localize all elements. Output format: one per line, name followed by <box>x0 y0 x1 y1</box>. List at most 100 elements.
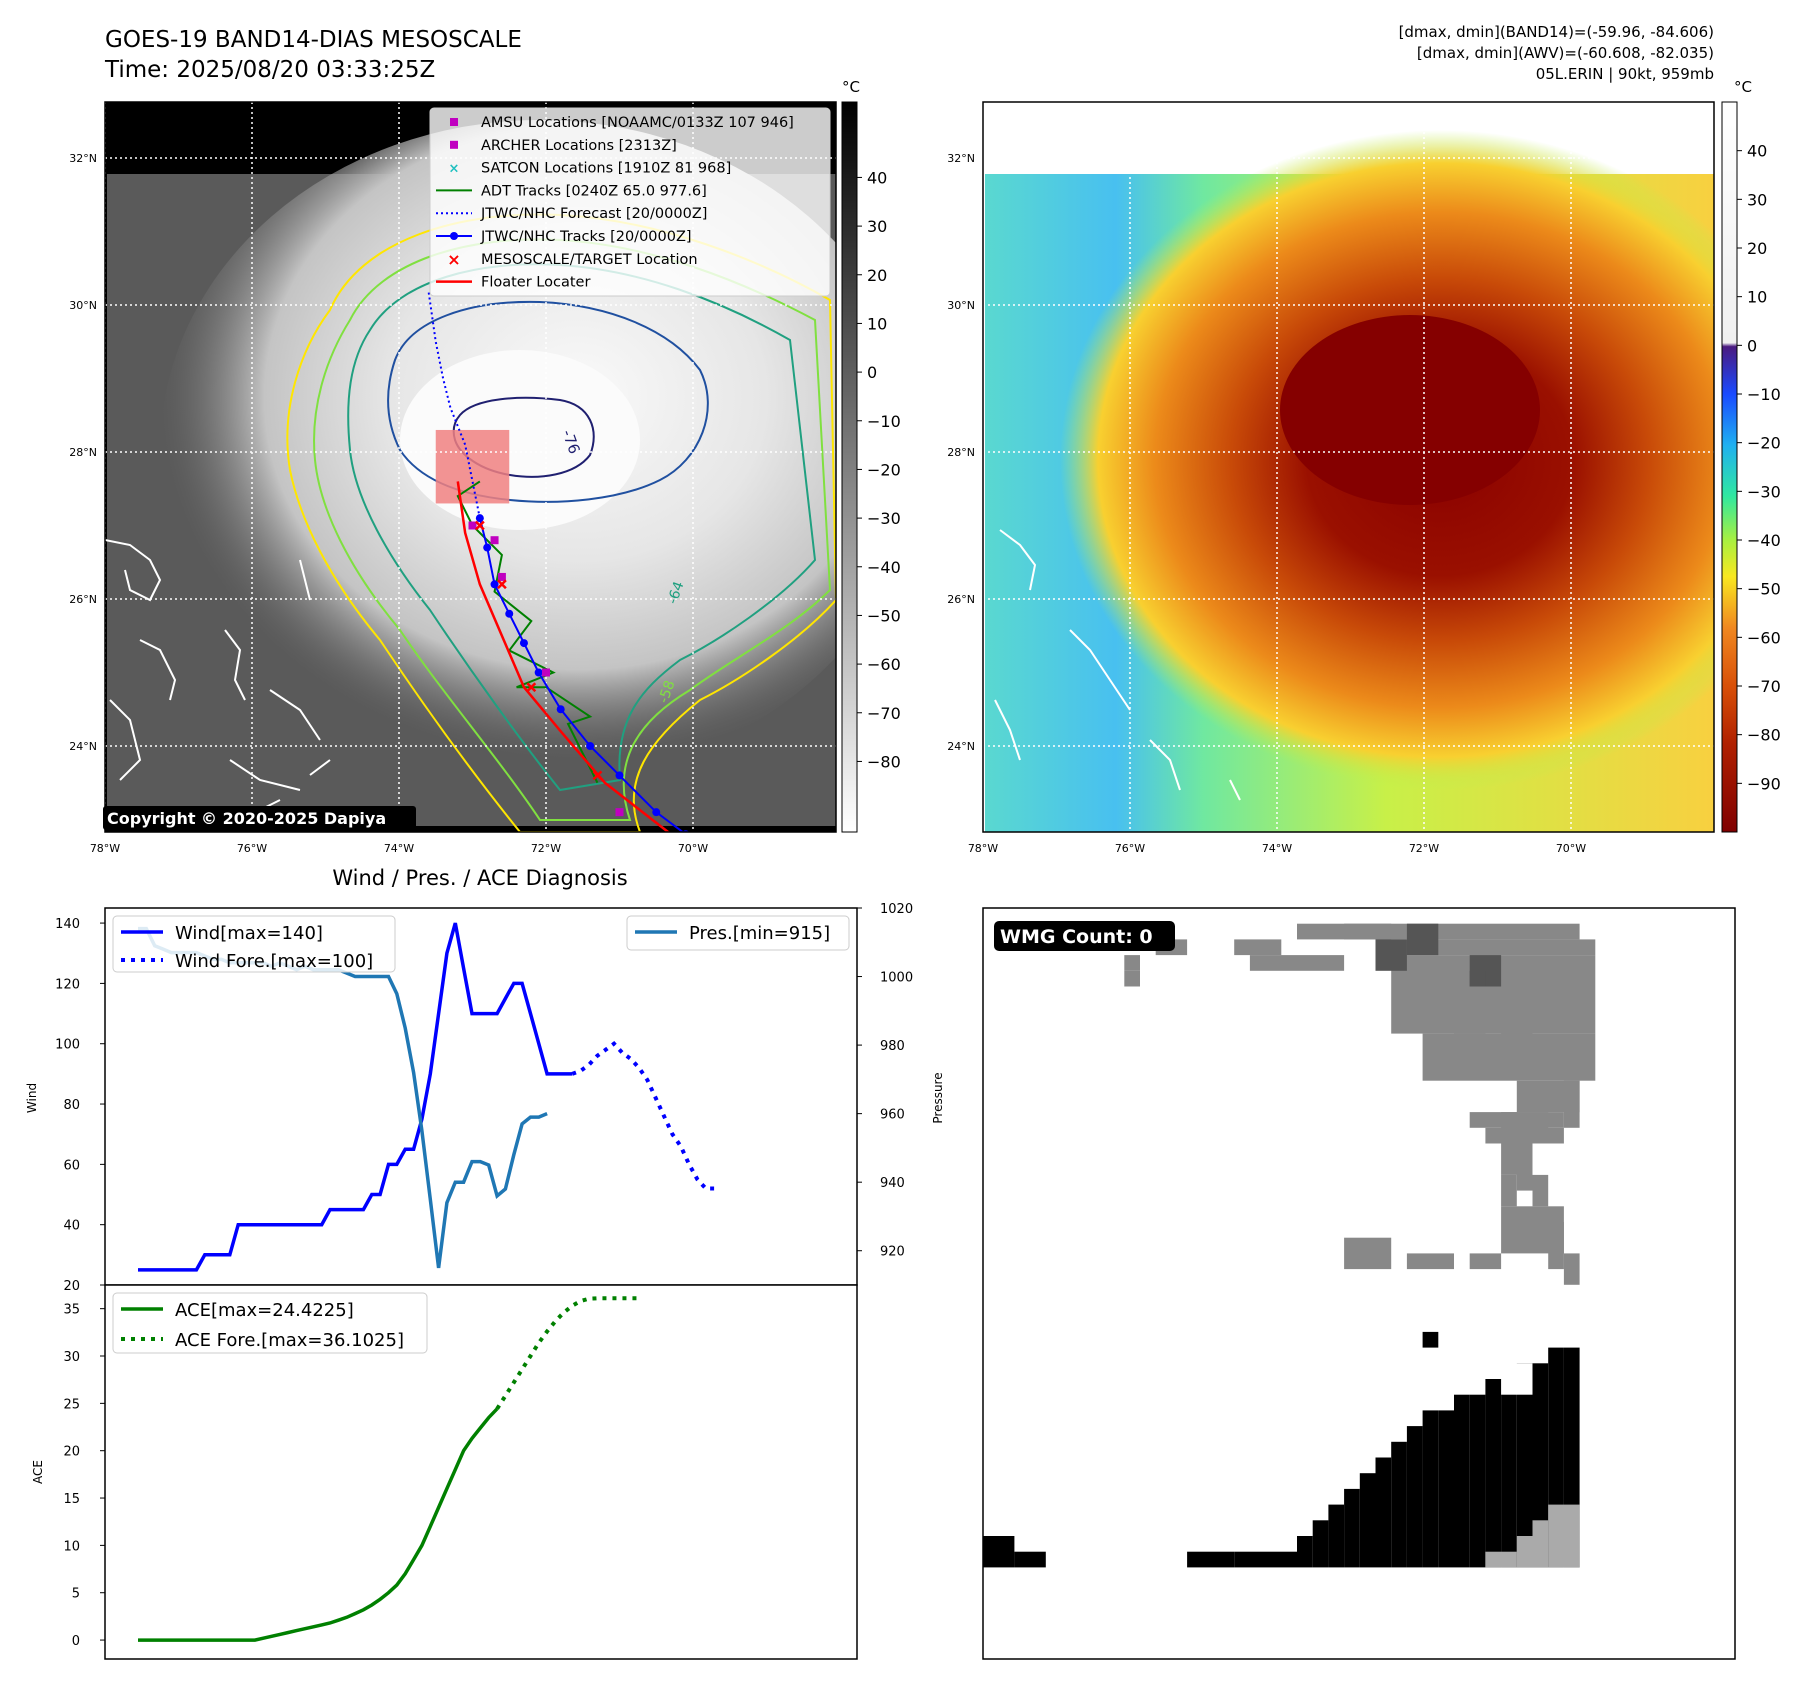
wmg-cell-gray <box>1485 1127 1564 1144</box>
wmg-cell-black <box>1359 1473 1376 1568</box>
colorbar-tick-label: −80 <box>867 752 901 771</box>
archer-location-marker <box>497 572 506 581</box>
wmg-cell-gray <box>1516 1080 1580 1113</box>
bd-cold-core <box>1280 315 1540 505</box>
colorbar-tick-label: −90 <box>1747 774 1781 793</box>
map-legend: AMSU Locations [NOAAMC/0133Z 107 946] ARC… <box>429 107 831 297</box>
target-location-marker <box>592 770 603 781</box>
wind-axes: 140 120 100 80 60 40 20 1020 1000 980 960 940 920 <box>55 902 913 1294</box>
wmg-cell-black <box>1187 1551 1235 1568</box>
lat-tick-label: 30°N <box>947 299 975 312</box>
wmg-cell-light <box>1548 1504 1580 1568</box>
colorbar-tick-label: −50 <box>1747 580 1781 599</box>
nhc-track-point <box>556 705 565 714</box>
wmg-cell-gray <box>1532 1174 1549 1207</box>
wmg-cell-gray <box>1344 1237 1392 1270</box>
archer-location-marker <box>542 668 550 677</box>
y2-tick-label: 960 <box>880 1108 905 1123</box>
colorbar-tick-label: −70 <box>1747 677 1781 696</box>
lat-tick-label: 32°N <box>947 152 975 165</box>
colorbar-tick-label: 30 <box>867 217 887 236</box>
wmg-cell-black <box>1375 1457 1392 1568</box>
contour-label-b: -64 <box>665 579 688 606</box>
lon-tick-label: 72°W <box>531 842 561 855</box>
wmg-cell-black <box>1438 1410 1454 1568</box>
wmg-cell-black <box>1516 1363 1533 1568</box>
copyright-text: Copyright © 2020-2025 Dapiya <box>107 809 386 828</box>
legend-label: JTWC/NHC Forecast [20/0000Z] <box>480 206 707 222</box>
wmg-cell-clear <box>1501 1363 1533 1395</box>
y-tick-label: 25 <box>63 1397 80 1412</box>
colorbar-tick-label: −10 <box>867 412 901 431</box>
wmg-cell-gray <box>1234 939 1282 956</box>
lat-tick-label: 24°N <box>69 740 97 753</box>
nhc-track-point <box>586 742 595 750</box>
y-tick-label: 120 <box>55 977 80 992</box>
lon-tick-label: 78°W <box>968 842 998 855</box>
legend-label: AMSU Locations [NOAAMC/0133Z 107 946] <box>481 115 794 131</box>
nhc-track-point <box>615 771 624 780</box>
ace-series-line <box>138 1407 499 1642</box>
stat-band14: [dmax, dmin](BAND14)=(-59.96, -84.606) <box>1398 23 1714 41</box>
wmg-cell-black <box>1328 1504 1345 1568</box>
wmg-count-text: WMG Count: 0 <box>1000 926 1153 948</box>
pressure-legend: Pres.[min=915] <box>626 915 850 951</box>
colorbar-tick-label: −80 <box>1747 726 1781 745</box>
y2-tick-label: 920 <box>880 1245 905 1260</box>
gridlines <box>983 102 1714 832</box>
wmg-cell-gray <box>1501 1174 1517 1207</box>
colorbar-2 <box>1721 101 1738 833</box>
lat-tick-label: 26°N <box>947 593 975 606</box>
lon-tick-label: 76°W <box>1115 842 1145 855</box>
copyright-badge: Copyright © 2020-2025 Dapiya <box>103 806 416 830</box>
target-location-marker <box>474 520 485 531</box>
colorbar-tick-label: −50 <box>867 606 901 625</box>
coastline-bahamas <box>105 539 331 811</box>
wmg-cell-black <box>1391 1441 1407 1568</box>
lat-tick-label: 24°N <box>947 740 975 753</box>
wmg-cell-black <box>1422 1410 1439 1568</box>
map1-axis-ticks: 32°N 30°N 28°N 26°N 24°N 78°W 76°W 74°W 72°W 70°W <box>69 152 708 855</box>
bd-map <box>983 102 1714 832</box>
legend-ace-forecast: ACE Fore.[max=36.1025] <box>175 1330 404 1351</box>
map2-axis-ticks: 32°N 30°N 28°N 26°N 24°N 78°W 76°W 74°W 72°W 70°W <box>947 152 1586 855</box>
diagnosis-title: Wind / Pres. / ACE Diagnosis <box>332 866 627 890</box>
wmg-cell-gray <box>1469 1112 1564 1128</box>
wmg-cell-dark <box>1375 939 1407 971</box>
wmg-cell-black <box>1501 1379 1517 1568</box>
colorbar-1-unit: °C <box>842 78 860 96</box>
wmg-cell-black <box>1297 1536 1313 1568</box>
lat-tick-label: 30°N <box>69 299 97 312</box>
legend-pressure: Pres.[min=915] <box>689 923 830 944</box>
archer-location-marker <box>468 521 477 530</box>
wmg-cell-gray <box>1454 1033 1486 1050</box>
colorbar-tick-label: −60 <box>867 655 901 674</box>
colorbar-1-ticks: 40 30 20 10 0 −10 −20 −30 −40 −50 −60 −70 −80 <box>857 168 901 771</box>
wind-ylabel: Wind <box>25 1083 39 1113</box>
nhc-track-point <box>475 514 484 523</box>
legend-marker: × <box>449 162 460 177</box>
wind-legend: Wind[max=140] Wind Fore.[max=100] <box>112 915 396 973</box>
colorbar-2-unit: °C <box>1734 78 1752 96</box>
lon-tick-label: 70°W <box>1556 842 1586 855</box>
y2-tick-label: 980 <box>880 1039 905 1054</box>
wmg-count-badge <box>994 921 1175 951</box>
wmg-cell-dark <box>1469 970 1486 987</box>
colorbar-tick-label: 10 <box>867 314 887 333</box>
colorbar-tick-label: 40 <box>867 168 887 187</box>
y-tick-label: 15 <box>63 1492 80 1507</box>
track-markers <box>468 514 689 832</box>
y-tick-label: 5 <box>72 1587 80 1602</box>
bd-coastline <box>994 529 1241 801</box>
legend-label: ARCHER Locations [2313Z] <box>481 138 677 154</box>
legend-wind-forecast: Wind Fore.[max=100] <box>175 951 373 972</box>
colorbar-tick-label: −30 <box>1747 482 1781 501</box>
colorbar-tick-label: 30 <box>1747 190 1767 209</box>
colorbar-tick-label: 20 <box>1747 239 1767 258</box>
colorbar-tick-label: 10 <box>1747 288 1767 307</box>
y-tick-label: 0 <box>72 1634 80 1649</box>
stat-awv: [dmax, dmin](AWV)=(-60.608, -82.035) <box>1416 44 1714 62</box>
y-tick-label: 30 <box>63 1350 80 1365</box>
chart-title: GOES-19 BAND14-DIAS MESOSCALE <box>105 27 522 53</box>
